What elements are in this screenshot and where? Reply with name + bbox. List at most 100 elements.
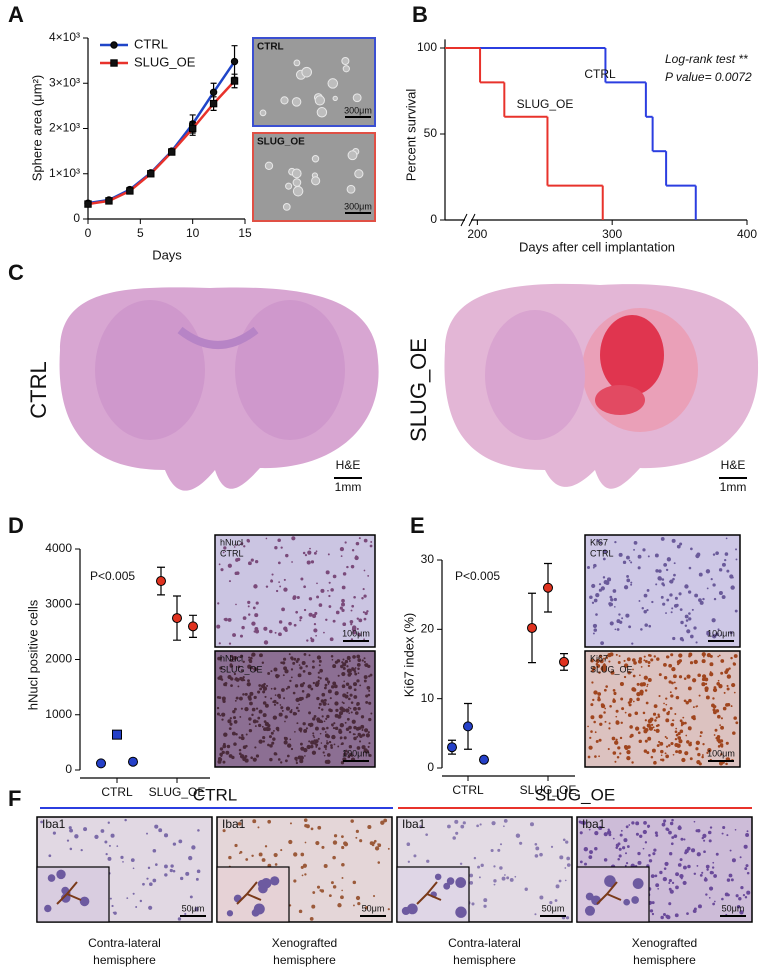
cell (152, 848, 157, 853)
cell (234, 571, 238, 576)
cell (277, 758, 281, 761)
cell (252, 757, 257, 762)
cell (293, 623, 297, 627)
cell (315, 550, 318, 553)
cell (346, 565, 349, 569)
cell (273, 687, 277, 691)
cell (280, 546, 283, 549)
cell (666, 828, 670, 832)
panel-label: E (410, 513, 425, 538)
cell (363, 617, 367, 621)
marker (156, 576, 166, 587)
cell (637, 566, 641, 570)
cell (303, 747, 308, 753)
cell (624, 745, 629, 751)
cell (328, 894, 332, 898)
cell (669, 821, 674, 826)
cell (655, 569, 659, 573)
x-tick-label: 200 (467, 227, 487, 241)
cell (355, 555, 358, 558)
cell (642, 711, 646, 715)
cell (652, 852, 656, 856)
cell (367, 745, 370, 748)
cell (358, 618, 363, 623)
cell (637, 659, 642, 664)
cell (354, 711, 359, 715)
cell (267, 672, 271, 675)
cell (655, 833, 659, 837)
cell (600, 641, 604, 646)
cell (270, 579, 273, 582)
cell (662, 913, 666, 917)
cell (380, 820, 385, 825)
cell (367, 824, 372, 830)
cell (663, 702, 665, 705)
cell (265, 585, 269, 588)
cell (52, 831, 56, 835)
cell (712, 553, 716, 556)
cell (353, 736, 357, 741)
cell (647, 736, 652, 741)
cell (270, 670, 273, 673)
cell (339, 547, 345, 552)
cell (295, 761, 299, 765)
cell (673, 603, 678, 608)
cell (692, 706, 695, 709)
cell (268, 629, 273, 634)
cell (654, 831, 658, 835)
cell (301, 660, 306, 665)
cell (661, 758, 665, 762)
cell (276, 701, 279, 705)
cell (284, 720, 286, 723)
cell (178, 839, 183, 844)
cell (308, 597, 313, 601)
cell (679, 858, 683, 862)
cell (235, 603, 237, 606)
cell (278, 620, 283, 624)
cell (654, 874, 658, 878)
cell (701, 682, 706, 687)
cell (220, 568, 224, 572)
cell (725, 741, 729, 745)
cell (671, 579, 673, 582)
cell (678, 739, 683, 744)
cell (713, 597, 717, 601)
cell (702, 833, 707, 838)
cell (307, 684, 312, 689)
cell (625, 862, 629, 865)
cell (443, 882, 451, 890)
cell (303, 608, 307, 612)
cell (684, 751, 689, 756)
cell (281, 688, 285, 692)
y-tick-label: 1000 (45, 707, 72, 721)
cell (671, 666, 676, 672)
cell (47, 874, 56, 882)
cell (734, 828, 737, 831)
marker (105, 197, 113, 205)
cell (600, 586, 605, 591)
cell (623, 675, 627, 679)
cell (731, 585, 735, 589)
cell (652, 712, 657, 716)
cell (257, 690, 261, 694)
cell (726, 674, 732, 679)
cell (730, 878, 734, 882)
cell (112, 911, 115, 914)
cell (657, 887, 660, 890)
cell (180, 876, 184, 881)
cell (283, 657, 287, 661)
cell (733, 691, 736, 694)
cell (321, 845, 325, 849)
cell (655, 883, 660, 888)
cell (306, 639, 309, 642)
cell (611, 736, 616, 741)
panel-label: D (8, 513, 24, 538)
cell (301, 874, 304, 877)
cell (343, 841, 348, 846)
cell (493, 879, 497, 883)
cell (652, 726, 655, 729)
cell (499, 843, 503, 846)
cell (709, 826, 713, 829)
cell (315, 634, 317, 637)
cell (580, 821, 584, 825)
